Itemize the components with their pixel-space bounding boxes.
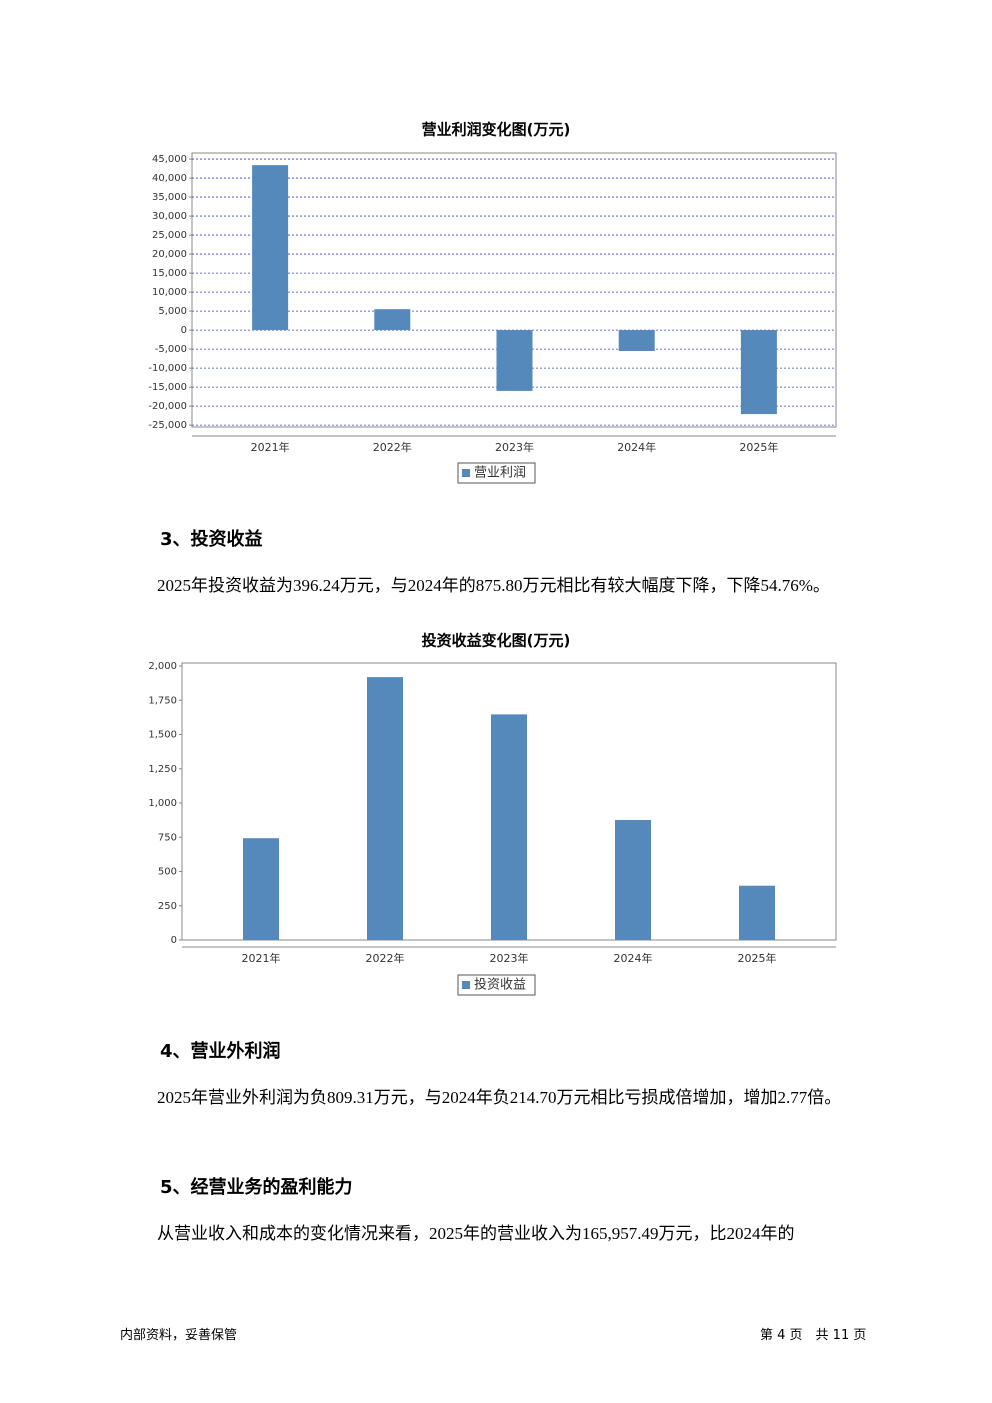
charts: 营业利润变化图(万元) 45,000 40,000 35,000 30,000 25,00… bbox=[148, 121, 837, 996]
footer-right: 第 4 页 共 11 页 bbox=[760, 1328, 867, 1343]
footer-left: 内部资料，妥善保管 bbox=[120, 1328, 238, 1343]
legend-box bbox=[457, 462, 536, 484]
y-tick-label: -10,000 bbox=[148, 363, 187, 374]
y-tick-label: -20,000 bbox=[148, 401, 187, 412]
x-tick-label: 2025年 bbox=[738, 951, 777, 965]
y-tick-label: 15,000 bbox=[152, 268, 187, 279]
y-tick-label: 0 bbox=[181, 325, 187, 336]
y-tick-label: 2,000 bbox=[148, 661, 177, 672]
x-tick-label: 2024年 bbox=[614, 951, 653, 965]
y-tick-label: 750 bbox=[158, 832, 177, 843]
y-tick-label: 1,500 bbox=[148, 730, 177, 741]
y-tick-label: -5,000 bbox=[155, 344, 187, 355]
y-tick-label: 1,750 bbox=[148, 695, 177, 706]
y-tick-label: 35,000 bbox=[152, 192, 187, 203]
y-tick-label: 250 bbox=[158, 901, 177, 912]
bar bbox=[367, 677, 403, 940]
bar bbox=[739, 885, 775, 940]
legend-swatch bbox=[462, 469, 470, 477]
bar bbox=[740, 330, 777, 415]
chart-title: 营业利润变化图(万元) bbox=[422, 121, 571, 139]
y-tick-label: 10,000 bbox=[152, 287, 187, 298]
y-tick-label: 40,000 bbox=[152, 173, 187, 184]
paragraph: 从营业收入和成本的变化情况来看，2025年的营业收入为165,957.49万元，… bbox=[157, 1224, 795, 1243]
bar bbox=[252, 165, 289, 331]
y-tick-label: 1,250 bbox=[148, 764, 177, 775]
y-tick-label: 0 bbox=[171, 935, 177, 946]
bar bbox=[618, 330, 655, 351]
y-tick-label: 5,000 bbox=[158, 306, 187, 317]
legend-swatch bbox=[462, 981, 470, 989]
paragraph: 2025年投资收益为396.24万元，与2024年的875.80万元相比有较大幅… bbox=[157, 576, 830, 595]
chart-title: 投资收益变化图(万元) bbox=[422, 632, 571, 650]
paragraph: 2025年营业外利润为负809.31万元，与2024年负214.70万元相比亏损… bbox=[157, 1088, 842, 1107]
y-tick-label: -15,000 bbox=[148, 382, 187, 393]
x-tick-label: 2024年 bbox=[617, 440, 656, 454]
y-tick-label: 20,000 bbox=[152, 249, 187, 260]
bar bbox=[374, 309, 411, 331]
y-tick-label: 1,000 bbox=[148, 798, 177, 809]
y-tick-label: 30,000 bbox=[152, 211, 187, 222]
x-tick-label: 2025年 bbox=[739, 440, 778, 454]
x-tick-label: 2023年 bbox=[490, 951, 529, 965]
y-tick-label: -25,000 bbox=[148, 420, 187, 431]
bar bbox=[491, 714, 527, 940]
y-tick-label: 45,000 bbox=[152, 154, 187, 165]
x-tick-label: 2023年 bbox=[495, 440, 534, 454]
x-tick-label: 2022年 bbox=[366, 951, 405, 965]
bar bbox=[243, 838, 279, 940]
heading: 3、投资收益 bbox=[160, 529, 263, 550]
bar bbox=[615, 820, 651, 940]
x-tick-label: 2022年 bbox=[373, 440, 412, 454]
y-tick-label: 500 bbox=[158, 867, 177, 878]
bar bbox=[496, 330, 533, 391]
heading: 5、经营业务的盈利能力 bbox=[160, 1177, 353, 1198]
y-tick-label: 25,000 bbox=[152, 230, 187, 241]
legend-label: 投资收益 bbox=[474, 977, 526, 993]
legend-label: 营业利润 bbox=[474, 466, 526, 481]
x-tick-label: 2021年 bbox=[242, 951, 281, 965]
legend-box bbox=[457, 974, 536, 996]
x-tick-label: 2021年 bbox=[251, 440, 290, 454]
heading: 4、营业外利润 bbox=[160, 1041, 281, 1062]
